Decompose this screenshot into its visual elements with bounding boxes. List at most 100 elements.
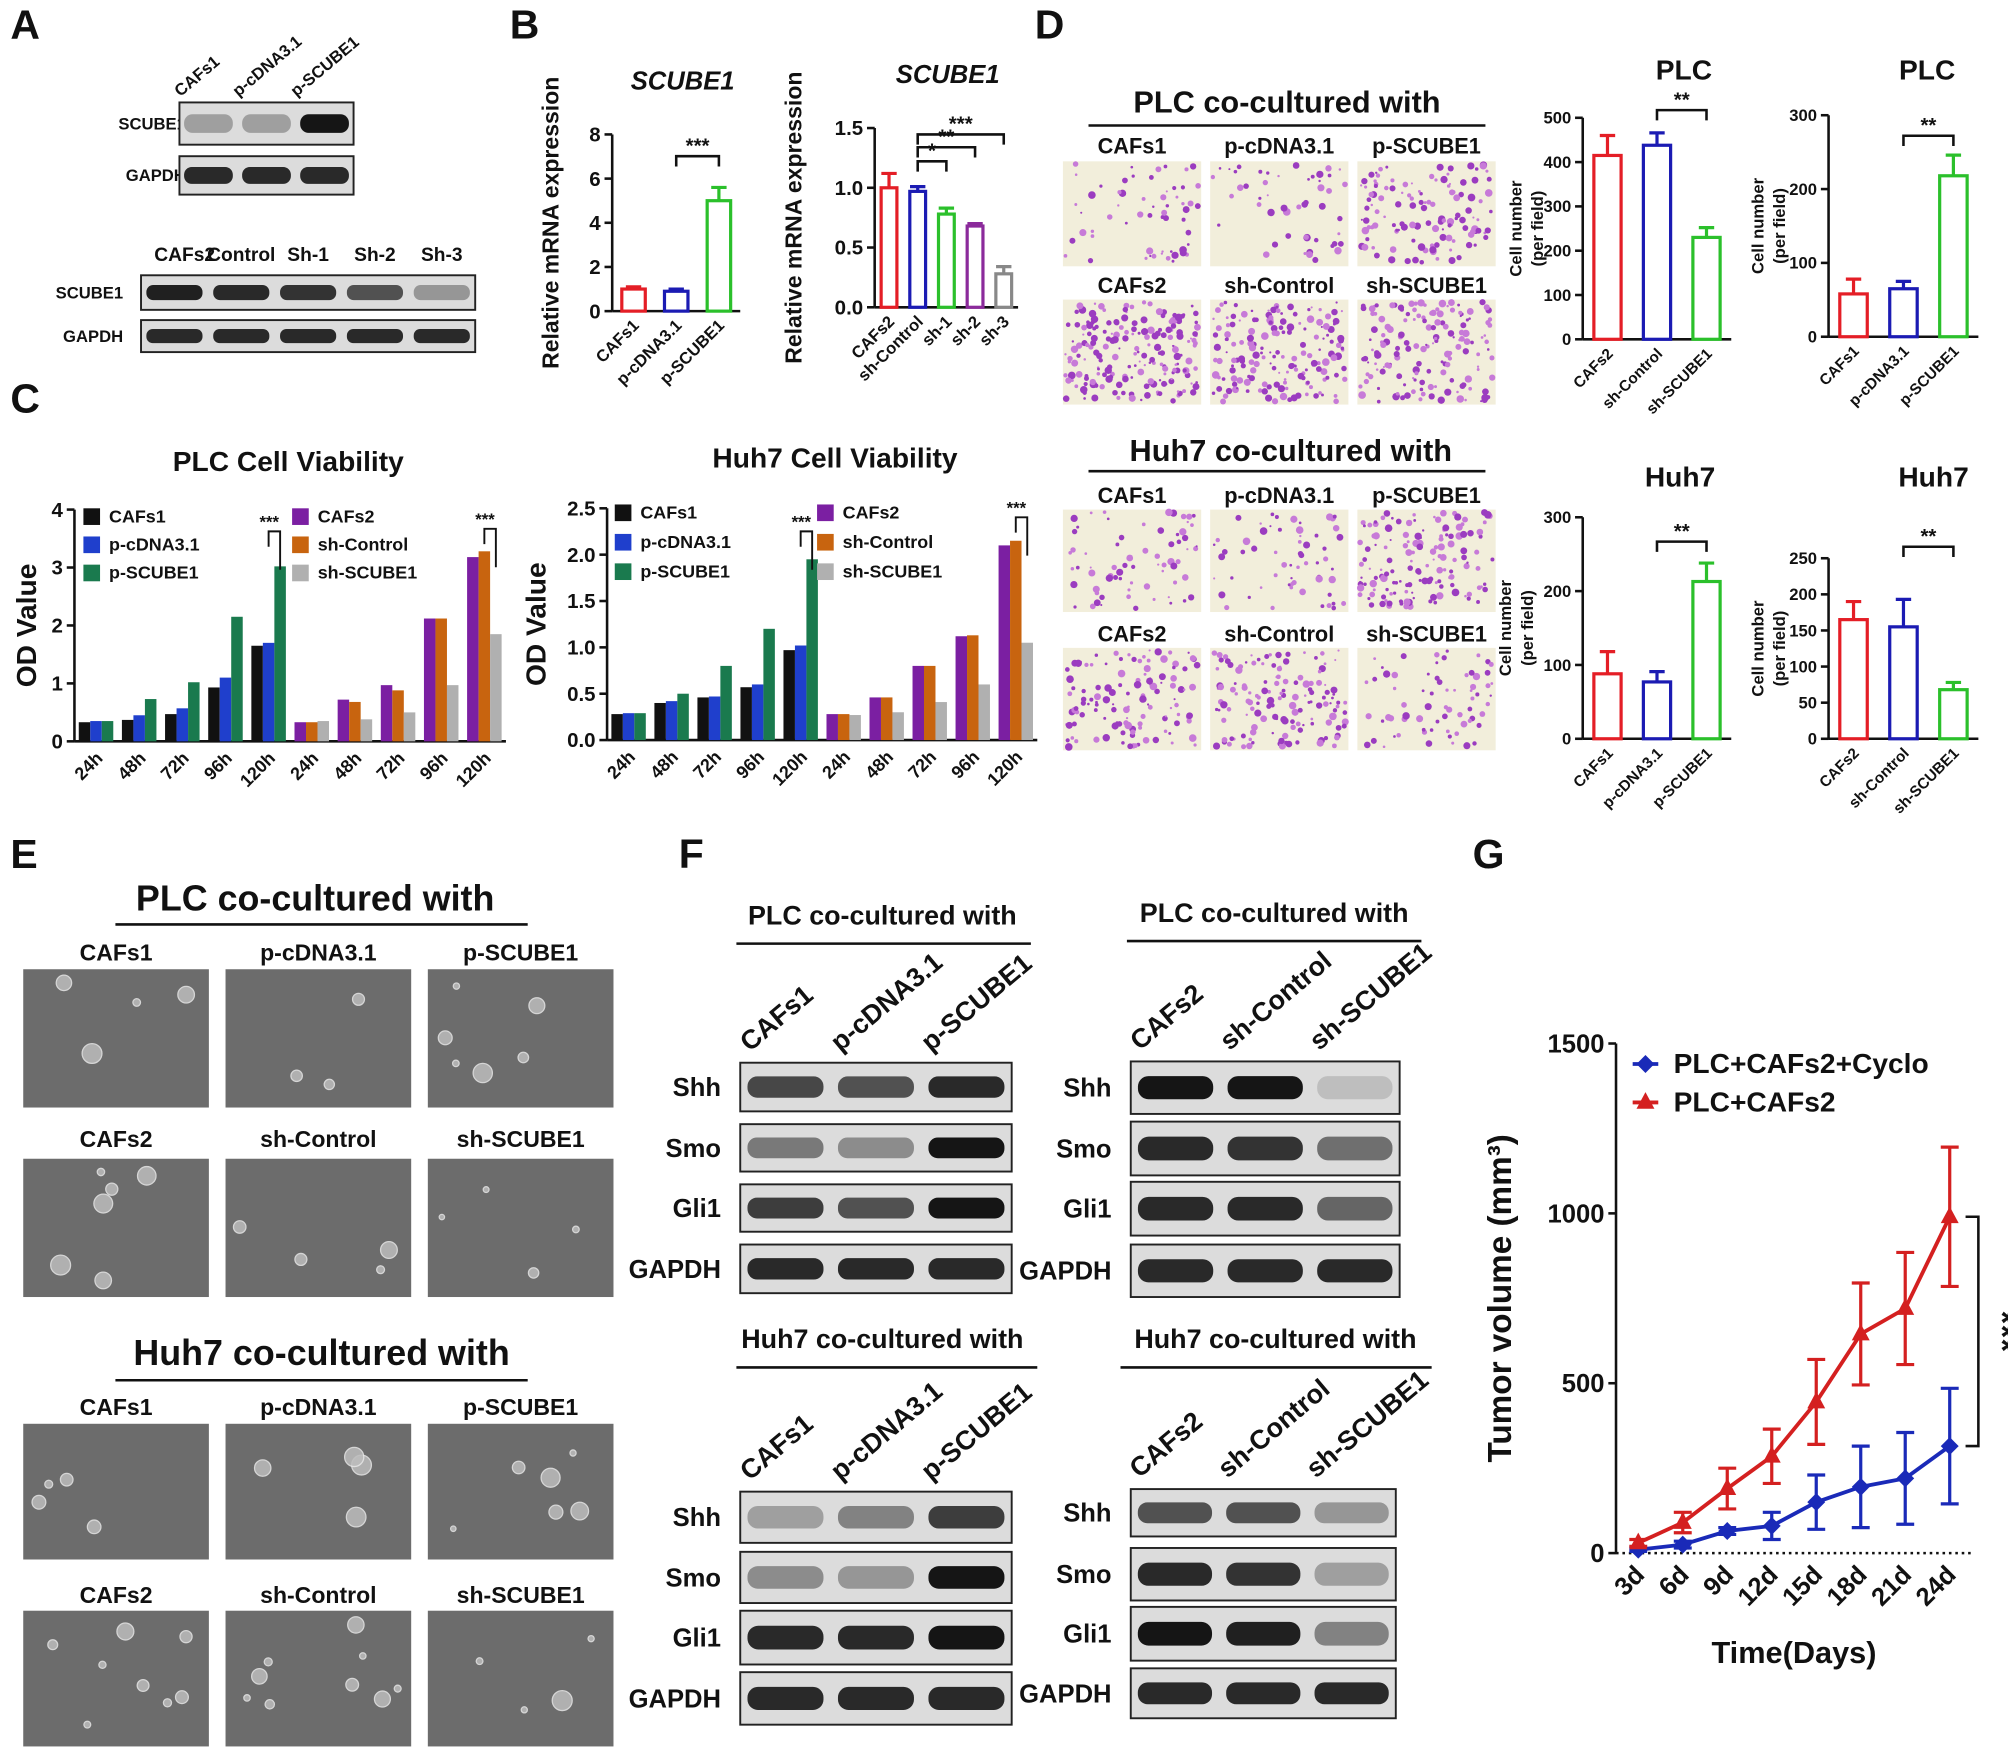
cell [1279, 318, 1287, 325]
blot-band [413, 329, 470, 344]
sphere [379, 1240, 398, 1260]
x-tick-label: 96h [947, 747, 983, 783]
image-label: p-cDNA3.1 [1224, 483, 1334, 508]
panel-letter: C [10, 375, 40, 421]
cell [1326, 187, 1333, 194]
cell [1409, 221, 1416, 229]
blot-band [837, 1566, 914, 1589]
cell [1073, 605, 1077, 609]
cell [1165, 326, 1173, 334]
error-bar [1945, 153, 1962, 176]
cell [1455, 343, 1462, 350]
cell [1380, 666, 1384, 669]
cell [1310, 174, 1315, 179]
grid-title: Huh7 co-cultured with [1130, 433, 1453, 468]
y-tick-label: 2 [589, 256, 600, 279]
cell [1460, 547, 1468, 555]
cell [1226, 707, 1232, 712]
cell [1111, 703, 1115, 706]
cell [1270, 306, 1277, 314]
cell [1216, 651, 1223, 659]
micrograph [1210, 161, 1349, 267]
cell [1426, 199, 1432, 205]
bar [392, 690, 404, 742]
bar [705, 199, 733, 313]
cell [1391, 671, 1399, 679]
cell [1224, 331, 1231, 338]
cell [1478, 534, 1483, 539]
image-label: sh-SCUBE1 [1366, 621, 1487, 646]
cell [1403, 598, 1411, 606]
bar [262, 642, 275, 742]
cell [1368, 602, 1375, 608]
blot-band [1137, 1682, 1213, 1705]
cell [1278, 737, 1285, 745]
cell [1286, 323, 1295, 332]
cell [1313, 334, 1319, 340]
cell [1099, 383, 1105, 390]
cell [1102, 696, 1111, 704]
cell [1290, 581, 1295, 586]
cell [1095, 684, 1101, 691]
cell [1418, 397, 1423, 402]
blot-band [747, 1076, 824, 1098]
cell [1334, 247, 1342, 255]
legend-label: p-cDNA3.1 [109, 535, 200, 555]
cell [1089, 603, 1096, 610]
cell [1289, 563, 1293, 567]
cell [1458, 310, 1463, 315]
cell [1405, 519, 1413, 527]
cell [1290, 515, 1298, 523]
cell [1172, 660, 1180, 668]
cell [1333, 398, 1339, 405]
bar [936, 212, 956, 309]
y-tick-label: 200 [1543, 242, 1571, 261]
sphere [527, 1267, 540, 1279]
bar [1691, 235, 1722, 341]
error-bar [1649, 131, 1665, 146]
cell [1462, 516, 1468, 523]
bar [783, 650, 795, 741]
cell [1231, 381, 1238, 387]
cell [1280, 355, 1285, 359]
cell [1266, 703, 1272, 709]
blot-band [300, 166, 349, 184]
legend-swatch [83, 508, 101, 525]
cell [1117, 204, 1120, 207]
x-axis-label: Time(Days) [1711, 1635, 1876, 1670]
series-line [1637, 1215, 1952, 1545]
cell [1094, 653, 1099, 657]
cell [1065, 721, 1073, 729]
cell [1240, 733, 1246, 739]
cell [1329, 702, 1332, 705]
cell [1330, 354, 1338, 362]
cell [1449, 248, 1453, 252]
cell [1372, 588, 1376, 592]
cell [1341, 601, 1347, 607]
x-tick-label: 48h [114, 748, 150, 784]
bar [965, 224, 985, 309]
sphere [343, 1446, 365, 1468]
bar [317, 721, 330, 742]
cell [1476, 722, 1482, 728]
sphere [44, 1479, 54, 1489]
cell [1480, 336, 1484, 339]
cell [1383, 545, 1388, 550]
cell [1232, 386, 1239, 394]
cell [1193, 661, 1201, 669]
blot-band [1317, 1136, 1393, 1161]
cell [1436, 310, 1444, 318]
cell [1454, 513, 1462, 521]
cell [1221, 717, 1227, 723]
cell [1303, 694, 1307, 697]
cell [1131, 320, 1138, 327]
cell [1130, 376, 1134, 379]
bar [165, 714, 177, 742]
chart-title: Huh7 [1898, 462, 1968, 493]
cell [1449, 378, 1455, 383]
cell [1168, 731, 1172, 735]
cell [1067, 355, 1073, 362]
bar [144, 699, 157, 742]
cell [1400, 223, 1408, 231]
cell [1367, 596, 1371, 601]
